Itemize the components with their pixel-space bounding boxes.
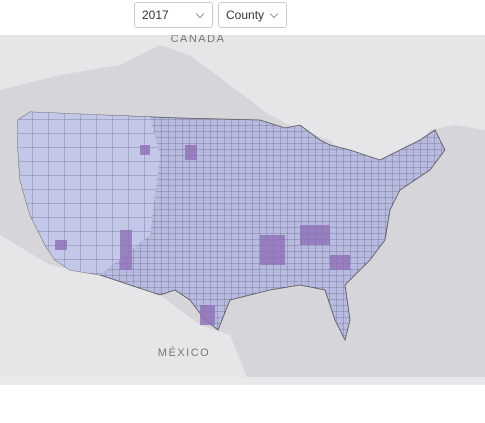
toolbar: 2017 County (0, 0, 485, 34)
high-counties (55, 145, 350, 325)
map-bottom (0, 377, 485, 385)
year-select[interactable]: 2017 (134, 2, 213, 28)
country-label: MÉXICO (158, 346, 210, 359)
level-value: County (226, 8, 265, 22)
canada-land (0, 35, 485, 185)
country-label: CANADA (171, 35, 226, 45)
mexico-land (0, 235, 250, 385)
year-value: 2017 (142, 8, 169, 22)
map: CANADA MÉXICO (0, 35, 485, 385)
level-select[interactable]: County (218, 2, 287, 28)
